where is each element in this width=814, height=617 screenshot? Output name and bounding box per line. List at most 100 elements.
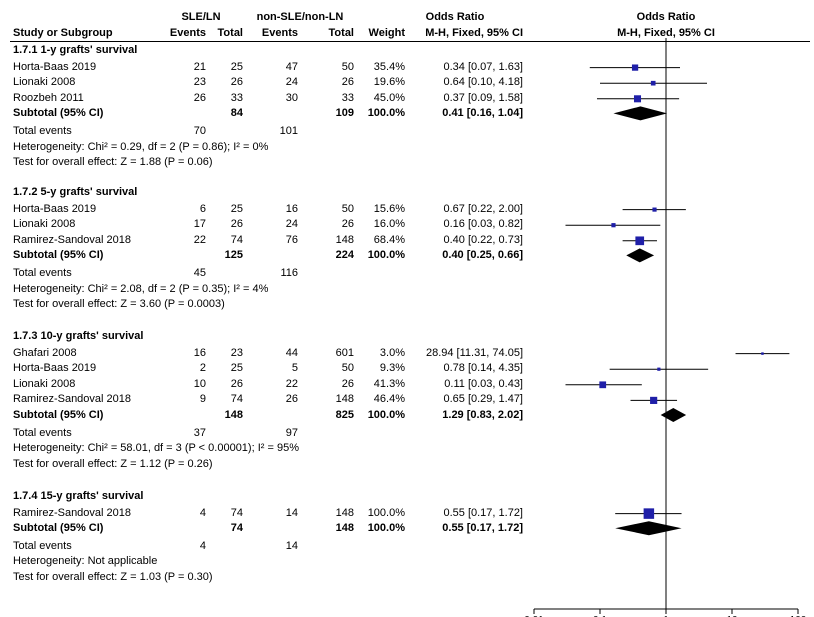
events1-cell: 26 [193, 91, 206, 104]
subgroup-title: 1.7.4 15-y grafts' survival [13, 490, 144, 502]
total2-header: Total [328, 27, 354, 39]
study-marker [657, 367, 661, 371]
weight-cell: 9.3% [379, 362, 405, 375]
subtotal-total1: 125 [224, 249, 243, 262]
total1-cell: 26 [230, 218, 243, 231]
or-title-right: Odds Ratio [636, 11, 696, 23]
total-events-label: Total events [13, 125, 72, 137]
total-events2: 116 [280, 267, 298, 279]
total2-cell: 148 [335, 393, 354, 406]
events1-cell: 9 [199, 393, 206, 406]
study-column-header: Study or Subgroup [13, 27, 113, 39]
x-tick-label: 100 [790, 615, 807, 617]
x-tick-label: 1 [663, 615, 669, 617]
summary-diamond [660, 408, 687, 422]
ci-cell: 0.34 [0.07, 1.63] [443, 60, 523, 73]
total1-cell: 26 [230, 76, 243, 89]
ci-cell: 0.37 [0.09, 1.58] [443, 91, 523, 104]
overall-effect-text: Test for overall effect: Z = 3.60 (P = 0… [13, 298, 225, 311]
total2-cell: 601 [335, 346, 354, 359]
events2-cell: 5 [291, 362, 298, 375]
study-name: Lionaki 2008 [13, 377, 76, 390]
total2-cell: 26 [341, 76, 354, 89]
ci-cell: 0.67 [0.22, 2.00] [443, 202, 523, 215]
events1-cell: 6 [199, 202, 206, 215]
weight-cell: 35.4% [373, 60, 405, 73]
total1-header: Total [217, 27, 243, 39]
study-name: Ramirez-Sandoval 2018 [13, 233, 132, 246]
study-name: Roozbeh 2011 [13, 91, 84, 104]
total-events2: 101 [279, 125, 298, 137]
or-title-left: Odds Ratio [425, 11, 485, 23]
ci-cell: 0.65 [0.29, 1.47] [443, 393, 523, 406]
subtotal-label: Subtotal (95% CI) [13, 107, 104, 120]
study-marker [761, 352, 764, 355]
ci-cell: 0.64 [0.10, 4.18] [443, 76, 523, 89]
study-name: Lionaki 2008 [13, 76, 76, 89]
events2-cell: 14 [285, 506, 298, 519]
study-name: Ramirez-Sandoval 2018 [13, 393, 132, 406]
x-tick-label: 10 [726, 615, 738, 617]
total1-cell: 23 [230, 346, 243, 359]
study-marker [650, 396, 658, 404]
subtotal-total2: 148 [335, 522, 354, 535]
method-left-header: M-H, Fixed, 95% CI [425, 27, 523, 39]
subgroup-title: 1.7.2 5-y grafts' survival [13, 186, 138, 198]
study-marker [633, 95, 642, 103]
events2-cell: 26 [285, 393, 298, 406]
study-name: Ghafari 2008 [13, 346, 77, 359]
weight-cell: 68.4% [373, 233, 405, 246]
events2-cell: 16 [285, 202, 298, 215]
events2-header: Events [261, 27, 298, 39]
study-name: Ramirez-Sandoval 2018 [13, 506, 132, 519]
subtotal-total2: 109 [335, 107, 354, 120]
weight-cell: 100.0% [367, 506, 405, 519]
events1-cell: 22 [193, 233, 206, 246]
x-tick-label: 0.01 [524, 615, 544, 617]
summary-diamond [613, 106, 668, 121]
total1-cell: 26 [230, 377, 243, 390]
total-events1: 4 [199, 539, 206, 552]
heterogeneity-text: Heterogeneity: Chi² = 58.01, df = 3 (P <… [13, 442, 299, 455]
group1-header: SLE/LN [181, 11, 221, 23]
events2-cell: 22 [285, 377, 298, 390]
x-tick-label: 0.1 [593, 615, 607, 617]
total1-cell: 74 [230, 393, 243, 406]
events1-cell: 21 [193, 60, 206, 73]
subtotal-total2: 224 [335, 249, 354, 262]
subtotal-total1: 148 [224, 409, 243, 421]
summary-diamond [615, 521, 682, 536]
total-events1: 45 [193, 267, 206, 279]
total-events1: 37 [193, 426, 206, 439]
group2-header: non-SLE/non-LN [256, 11, 344, 23]
total1-cell: 25 [230, 60, 243, 73]
total-events1: 70 [193, 125, 206, 137]
total1-cell: 33 [230, 91, 243, 104]
ci-cell: 28.94 [11.31, 74.05] [425, 346, 523, 359]
subtotal-ci: 0.55 [0.17, 1.72] [442, 522, 523, 535]
study-marker [611, 223, 616, 228]
weight-header: Weight [368, 27, 405, 39]
weight-cell: 46.4% [373, 393, 405, 406]
total2-cell: 148 [335, 506, 354, 519]
total-events2: 14 [285, 539, 298, 552]
total-events-label: Total events [13, 539, 72, 552]
total1-cell: 25 [230, 362, 243, 375]
study-name: Horta-Baas 2019 [13, 202, 97, 215]
events2-cell: 24 [285, 76, 298, 89]
heterogeneity-text: Heterogeneity: Chi² = 0.29, df = 2 (P = … [13, 140, 269, 153]
total2-cell: 33 [341, 91, 354, 104]
weight-cell: 19.6% [373, 76, 405, 89]
subtotal-label: Subtotal (95% CI) [13, 522, 104, 535]
header-rule [10, 41, 810, 42]
ci-cell: 0.40 [0.22, 0.73] [443, 233, 523, 246]
total2-cell: 148 [335, 233, 354, 246]
events1-cell: 4 [199, 506, 206, 519]
total-events-label: Total events [13, 267, 72, 279]
total2-cell: 50 [341, 362, 354, 375]
ci-cell: 0.78 [0.14, 4.35] [443, 362, 523, 375]
subtotal-total1: 84 [230, 107, 243, 120]
heterogeneity-text: Heterogeneity: Not applicable [13, 555, 158, 568]
